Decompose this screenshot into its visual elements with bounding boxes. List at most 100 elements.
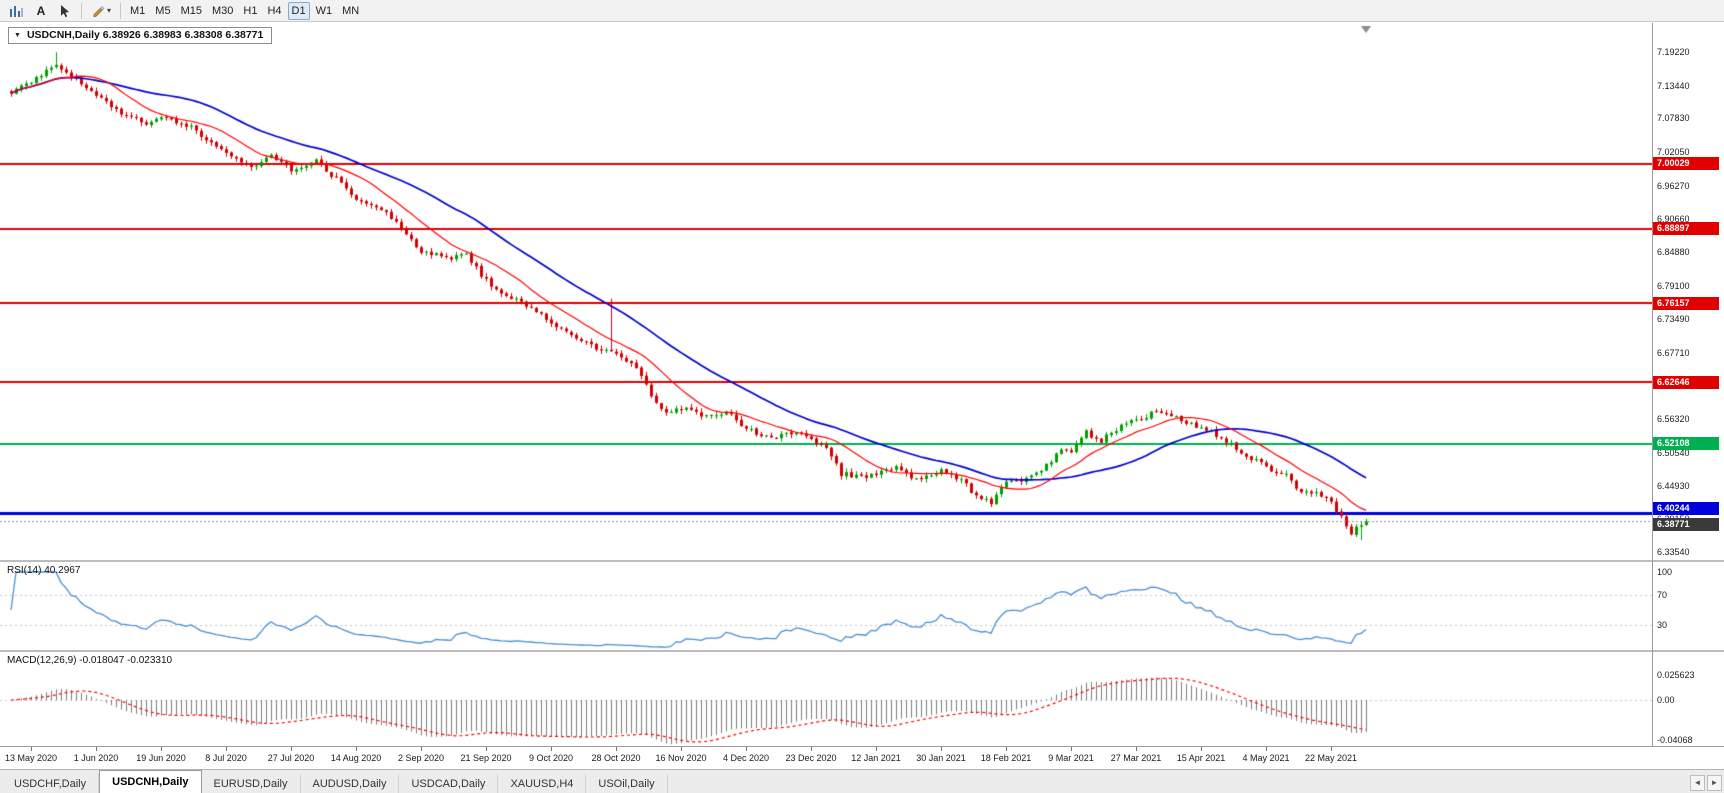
price-tick-label: 6.84880 (1657, 247, 1690, 258)
date-label: 28 Oct 2020 (591, 753, 641, 763)
time-axis-tick (1331, 747, 1332, 751)
time-axis-tick (96, 747, 97, 751)
time-axis-tick (31, 747, 32, 751)
time-axis-tick (356, 747, 357, 751)
macd-tick-label: 0.00 (1657, 695, 1675, 705)
price-chart-canvas[interactable] (0, 23, 1652, 560)
time-axis[interactable]: 13 May 2020 1 Jun 2020 19 Jun 2020 8 Jul 20… (0, 746, 1724, 769)
draw-tools-button[interactable]: ▾ (87, 2, 115, 20)
rsi-tick-label: 100 (1657, 567, 1673, 577)
price-tick-label: 6.50540 (1657, 447, 1690, 458)
time-axis-tick (226, 747, 227, 751)
date-label: 16 Nov 2020 (655, 753, 707, 763)
time-axis-tick (486, 747, 487, 751)
timeframe-toolbar: M1 M5 M15 M30 H1 H4 D1 W1 MN (125, 1, 364, 20)
timeframe-button-h4[interactable]: H4 (263, 2, 285, 20)
timeframe-button-mn[interactable]: MN (338, 2, 363, 20)
date-label: 30 Jan 2021 (916, 753, 966, 763)
toolbar: A ▾ M1 M5 M15 M30 H1 H4 D1 W1 MN (0, 0, 1724, 22)
date-label: 22 May 2021 (1304, 753, 1358, 763)
chart-tab-xauusd-h4[interactable]: XAUUSD,H4 (498, 774, 587, 793)
date-label: 9 Oct 2020 (528, 753, 574, 763)
symbol-ohlc-box: ▼ USDCNH,Daily 6.38926 6.38983 6.38308 6… (8, 27, 273, 44)
time-axis-tick (1006, 747, 1007, 751)
price-tick-label: 6.73490 (1657, 313, 1690, 324)
timeframe-button-m1[interactable]: M1 (126, 2, 149, 20)
timeframe-button-h1[interactable]: H1 (239, 2, 261, 20)
current-price-badge: 6.38771 (1653, 517, 1719, 531)
chart-tab-usoil-daily[interactable]: USOil,Daily (586, 774, 668, 793)
date-label: 15 Apr 2021 (1176, 753, 1226, 763)
toolbar-separator (81, 2, 82, 19)
bar-chart-icon[interactable] (5, 2, 28, 20)
macd-tick-label: 0.025623 (1657, 669, 1695, 680)
chart-tab-audusd-daily[interactable]: AUDUSD,Daily (301, 774, 400, 793)
time-axis-tick (1266, 747, 1267, 751)
date-label: 4 May 2021 (1242, 753, 1290, 763)
macd-pane-canvas[interactable] (0, 652, 1652, 745)
price-tick-label: 6.56320 (1657, 414, 1690, 425)
date-label: 1 Jun 2020 (73, 753, 119, 763)
chart-tab-usdcnh-daily[interactable]: USDCNH,Daily (99, 770, 202, 793)
time-axis-tick (551, 747, 552, 751)
rsi-pane-canvas[interactable] (0, 562, 1652, 650)
rsi-tick-label: 70 (1657, 589, 1668, 600)
timeframe-button-m30[interactable]: M30 (208, 2, 237, 20)
date-label: 8 Jul 2020 (205, 753, 247, 763)
price-tick-label: 6.67710 (1657, 347, 1690, 358)
date-label: 19 Jun 2020 (136, 753, 186, 763)
symbol-ohlc-text: USDCNH,Daily 6.38926 6.38983 6.38308 6.3… (26, 29, 264, 41)
time-axis-tick (291, 747, 292, 751)
time-axis-tick (616, 747, 617, 751)
macd-tick-label: -0.04068 (1657, 734, 1693, 745)
date-label: 2 Sep 2020 (397, 753, 445, 763)
chart-tab-usdchf-daily[interactable]: USDCHF,Daily (2, 774, 100, 793)
chart-tabs-bar: USDCHF,Daily USDCNH,Daily EURUSD,Daily AUDU… (0, 769, 1724, 793)
time-axis-tick (811, 747, 812, 751)
time-axis-tick (1071, 747, 1072, 751)
date-label: 18 Feb 2021 (980, 753, 1032, 763)
time-axis-tick (746, 747, 747, 751)
pane-divider[interactable] (0, 650, 1724, 652)
price-line-badge[interactable]: 6.88897 (1653, 222, 1719, 236)
price-tick-label: 6.44930 (1657, 480, 1690, 491)
rsi-label: RSI(14) 40.2967 (7, 565, 81, 576)
toolbar-separator (120, 2, 122, 19)
price-line-badge[interactable]: 6.76157 (1653, 296, 1719, 310)
date-label: 21 Sep 2020 (460, 753, 512, 763)
time-axis-tick (681, 747, 682, 751)
price-line-badge[interactable]: 6.62646 (1653, 375, 1719, 389)
price-tick-label: 6.96270 (1657, 180, 1690, 191)
date-label: 23 Dec 2020 (785, 753, 837, 763)
date-label: 4 Dec 2020 (722, 753, 770, 763)
chart-window: ▼ USDCNH,Daily 6.38926 6.38983 6.38308 6… (0, 23, 1724, 769)
macd-label: MACD(12,26,9) -0.018047 -0.023310 (7, 655, 173, 666)
text-tool-button[interactable]: A (30, 2, 52, 20)
tabs-scroll-left-button[interactable]: ◄ (1690, 775, 1705, 791)
pencil-icon (93, 5, 105, 17)
chart-tab-usdcad-daily[interactable]: USDCAD,Daily (399, 774, 499, 793)
price-tick-label: 6.90660 (1657, 213, 1690, 224)
price-line-badge[interactable]: 6.52108 (1653, 437, 1719, 451)
time-axis-tick (161, 747, 162, 751)
timeframe-button-m15[interactable]: M15 (177, 2, 206, 20)
price-line-badge[interactable]: 6.40244 (1653, 502, 1719, 516)
time-axis-tick (421, 747, 422, 751)
price-tick-label: 7.02050 (1657, 147, 1690, 158)
chart-tab-eurusd-daily[interactable]: EURUSD,Daily (202, 774, 301, 793)
timeframe-button-m5[interactable]: M5 (151, 2, 174, 20)
cursor-icon[interactable] (54, 2, 76, 20)
timeframe-button-w1[interactable]: W1 (312, 2, 337, 20)
price-tick-label: 7.19220 (1657, 47, 1690, 57)
price-line-badge[interactable]: 7.00029 (1653, 157, 1719, 171)
tabs-scroll-right-button[interactable]: ► (1707, 775, 1722, 791)
date-label: 13 May 2020 (4, 753, 58, 763)
date-label: 27 Mar 2021 (1110, 753, 1162, 763)
time-axis-tick (1201, 747, 1202, 751)
collapse-arrow-icon[interactable]: ▼ (14, 31, 21, 39)
pane-divider[interactable] (0, 560, 1724, 562)
price-tick-label: 6.33540 (1657, 546, 1690, 557)
timeframe-button-d1[interactable]: D1 (287, 1, 310, 20)
chevron-down-icon: ▾ (107, 6, 112, 15)
